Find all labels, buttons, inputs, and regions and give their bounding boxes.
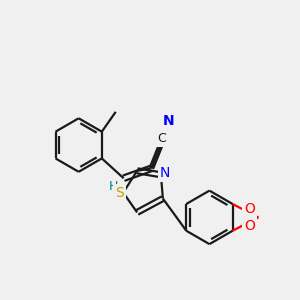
Text: O: O	[244, 219, 255, 233]
Text: N: N	[160, 166, 170, 180]
Text: H: H	[109, 180, 118, 193]
Text: S: S	[115, 186, 124, 200]
Text: N: N	[162, 114, 174, 128]
Text: O: O	[244, 202, 255, 216]
Text: C: C	[157, 132, 166, 145]
